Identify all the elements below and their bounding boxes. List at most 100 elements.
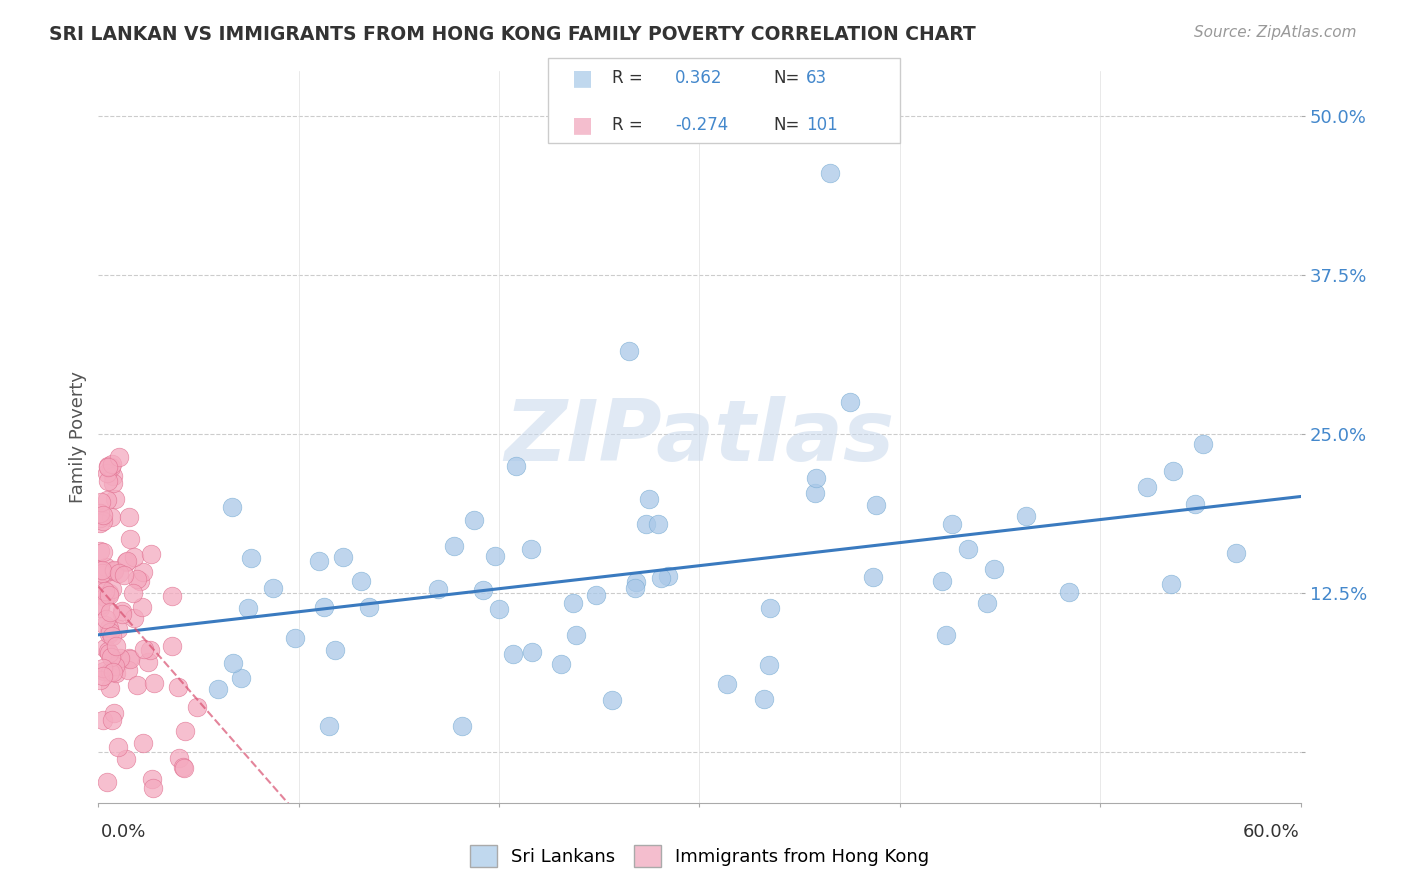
Text: N=: N= <box>773 116 800 134</box>
Point <box>139 547 162 561</box>
Point <box>650 571 672 585</box>
Point <box>976 596 998 610</box>
Point <box>107 739 129 754</box>
Point <box>451 719 474 733</box>
Point <box>132 566 155 580</box>
Point <box>100 510 122 524</box>
Point <box>94 560 117 574</box>
Point <box>172 760 194 774</box>
Text: ■: ■ <box>572 69 593 88</box>
Point <box>1192 437 1215 451</box>
Text: 60.0%: 60.0% <box>1243 822 1299 840</box>
Point <box>91 714 114 728</box>
Point <box>160 589 183 603</box>
Point <box>314 600 336 615</box>
Point <box>98 605 121 619</box>
Point <box>122 611 145 625</box>
Point <box>804 486 827 500</box>
Point <box>96 493 118 508</box>
Point <box>350 574 373 589</box>
Point <box>1161 464 1184 478</box>
Point <box>107 566 129 581</box>
Point <box>862 570 884 584</box>
Y-axis label: Family Poverty: Family Poverty <box>69 371 87 503</box>
Point <box>143 676 166 690</box>
Point <box>89 510 111 524</box>
Point <box>118 650 141 665</box>
Point <box>93 545 115 559</box>
Point <box>522 645 544 659</box>
Point <box>103 564 125 578</box>
Point <box>111 604 134 618</box>
Point <box>174 724 197 739</box>
Point <box>427 582 450 596</box>
Point <box>97 459 120 474</box>
Point <box>550 657 572 671</box>
Point <box>624 574 647 589</box>
Point <box>585 588 607 602</box>
Point <box>463 513 485 527</box>
Point <box>752 692 775 706</box>
Text: 63: 63 <box>806 70 827 87</box>
Point <box>101 629 124 643</box>
Point <box>101 713 124 727</box>
Point <box>284 631 307 645</box>
Point <box>956 541 979 556</box>
Point <box>1225 546 1247 560</box>
Point <box>100 650 122 665</box>
Point <box>97 643 120 657</box>
Point <box>838 395 860 409</box>
Point <box>91 566 114 580</box>
Point <box>624 582 647 596</box>
Point <box>108 651 131 665</box>
Point <box>89 544 111 558</box>
Point <box>98 621 121 635</box>
Point <box>89 599 111 613</box>
Text: SRI LANKAN VS IMMIGRANTS FROM HONG KONG FAMILY POVERTY CORRELATION CHART: SRI LANKAN VS IMMIGRANTS FROM HONG KONG … <box>49 25 976 44</box>
Point <box>332 549 354 564</box>
Point <box>91 563 114 577</box>
Point <box>941 517 963 532</box>
Text: 0.0%: 0.0% <box>101 822 146 840</box>
Point <box>101 468 124 483</box>
Point <box>120 532 142 546</box>
Point <box>1160 576 1182 591</box>
Point <box>122 549 145 564</box>
Point <box>103 563 125 577</box>
Point <box>97 475 120 489</box>
Point <box>96 775 118 789</box>
Point <box>186 700 208 714</box>
Point <box>931 574 953 588</box>
Point <box>107 450 129 465</box>
Point <box>443 539 465 553</box>
Point <box>865 498 887 512</box>
Point <box>600 693 623 707</box>
Point <box>115 555 138 569</box>
Point <box>128 574 150 588</box>
Point <box>142 781 165 796</box>
Point <box>97 585 120 599</box>
Point <box>93 664 115 678</box>
Point <box>1015 509 1038 524</box>
Point <box>160 639 183 653</box>
Point <box>101 476 124 491</box>
Point <box>97 460 120 475</box>
Point <box>1057 585 1080 599</box>
Point <box>122 586 145 600</box>
Point <box>716 677 738 691</box>
Point <box>127 678 149 692</box>
Point <box>91 568 114 582</box>
Point <box>118 510 141 524</box>
Point <box>100 681 122 696</box>
Point <box>94 618 117 632</box>
Point <box>484 549 506 563</box>
Point <box>173 761 195 775</box>
Point <box>818 166 841 180</box>
Point <box>167 681 190 695</box>
Point <box>89 673 111 688</box>
Point <box>91 508 114 522</box>
Text: -0.274: -0.274 <box>675 116 728 134</box>
Point <box>136 655 159 669</box>
Point <box>111 607 134 621</box>
Point <box>657 569 679 583</box>
